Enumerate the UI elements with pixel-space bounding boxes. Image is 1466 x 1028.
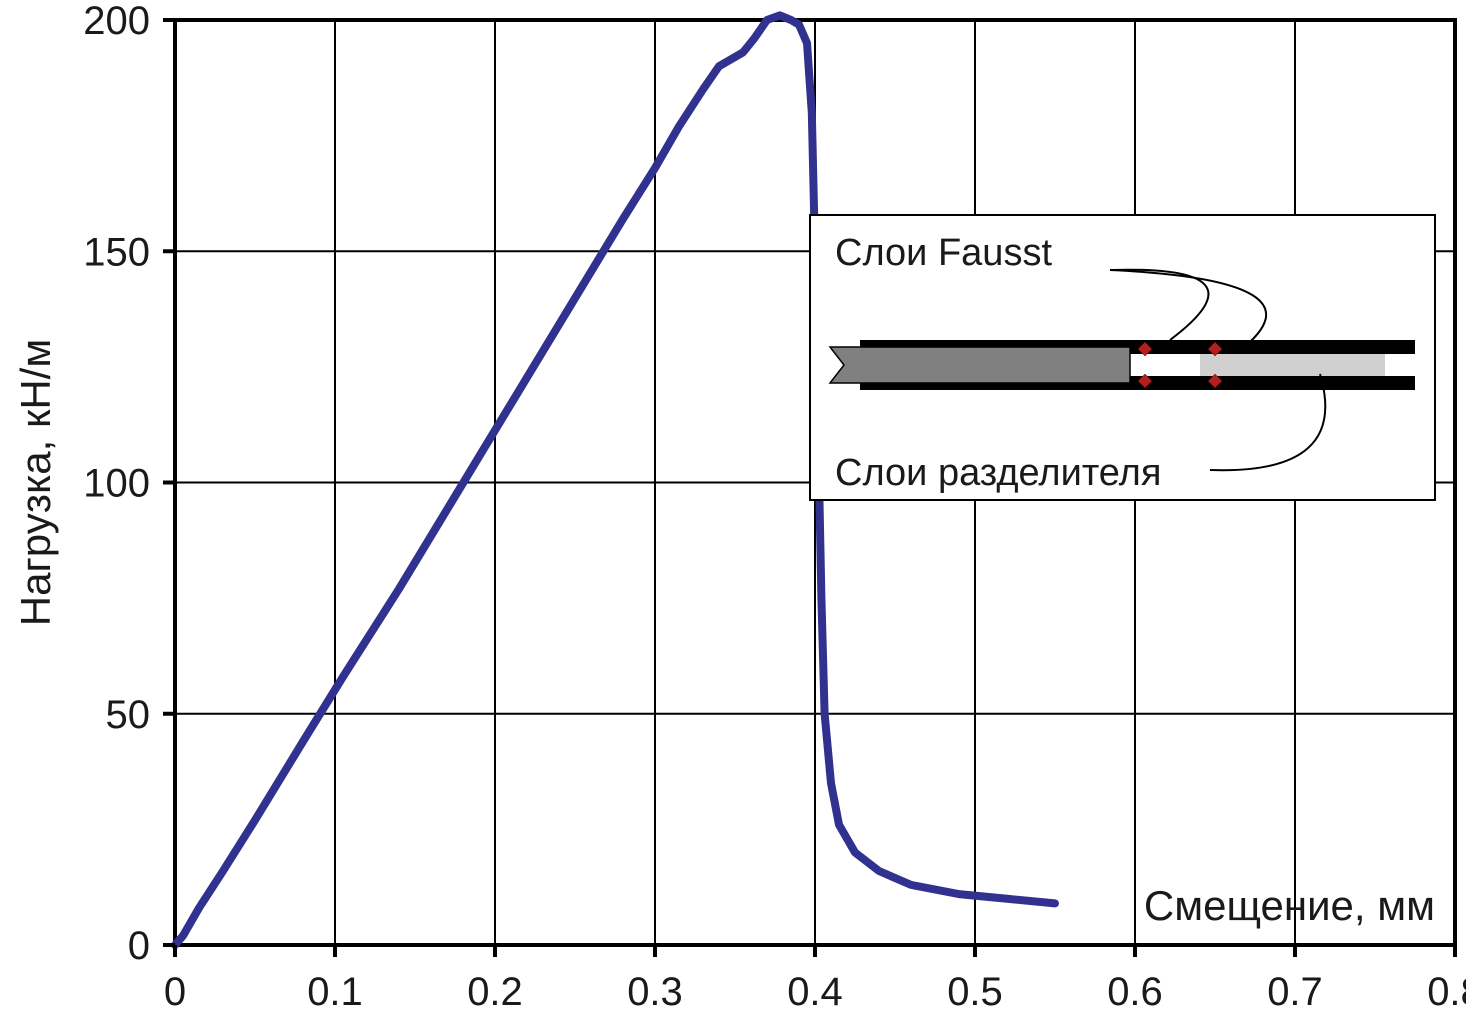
chart-canvas: 0 0.1 0.2 0.3 0.4 0.5 0.6 0.7 0.8 0 50 100 150 200 Наг… (0, 0, 1466, 1028)
inset-diagram: Слои Fausst Слои разделителя (810, 215, 1435, 500)
x-tick-label: 0.4 (787, 970, 843, 1014)
y-tick-label: 0 (128, 924, 150, 968)
inset-label-top: Слои Fausst (835, 232, 1052, 274)
inset-label-bottom: Слои разделителя (835, 452, 1161, 494)
y-tick-label: 100 (83, 462, 150, 506)
y-tick-label: 50 (106, 693, 151, 737)
y-tick-label: 200 (83, 0, 150, 43)
x-tick-label: 0.1 (307, 970, 363, 1014)
y-tick-label: 150 (83, 230, 150, 274)
x-tick-label: 0.8 (1427, 970, 1466, 1014)
x-tick-label: 0.7 (1267, 970, 1323, 1014)
x-tick-label: 0.3 (627, 970, 683, 1014)
x-tick-label: 0.5 (947, 970, 1003, 1014)
x-tick-label: 0.6 (1107, 970, 1163, 1014)
x-axis-label: Смещение, мм (1144, 882, 1435, 929)
x-tick-label: 0 (164, 970, 186, 1014)
y-axis-label: Нагрузка, кН/м (12, 339, 59, 626)
x-tick-label: 0.2 (467, 970, 523, 1014)
